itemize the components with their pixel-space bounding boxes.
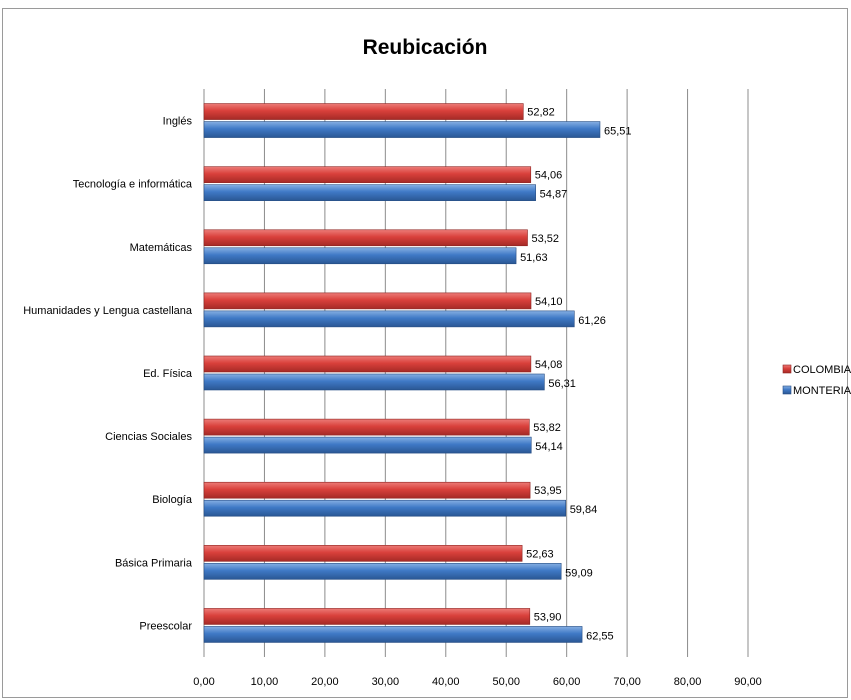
bar-monteria	[203, 310, 575, 328]
data-label: 53,90	[534, 611, 562, 623]
legend-label: COLOMBIA	[793, 364, 851, 376]
bar-colombia	[203, 545, 523, 562]
data-label: 59,09	[565, 567, 593, 579]
bar-colombia	[203, 355, 532, 373]
data-label: 59,84	[570, 504, 598, 516]
bar-monteria	[203, 373, 545, 391]
category-label: Matemáticas	[130, 242, 193, 254]
category-label: Preescolar	[139, 620, 192, 632]
x-tick-label: 10,00	[251, 676, 279, 688]
x-tick-label: 70,00	[613, 676, 641, 688]
data-label: 54,14	[535, 441, 563, 453]
category-label: Tecnología e informática	[73, 179, 193, 191]
bar-colombia	[203, 103, 524, 120]
data-label: 52,82	[527, 107, 555, 119]
x-tick-label: 90,00	[734, 676, 762, 688]
data-label: 56,31	[548, 378, 576, 390]
x-tick-label: 0,00	[193, 676, 214, 688]
data-label: 53,82	[533, 422, 561, 434]
category-label: Humanidades y Lengua castellana	[23, 305, 193, 317]
bar-monteria	[203, 436, 532, 454]
bar-colombia	[203, 608, 531, 625]
bar-colombia	[203, 481, 531, 499]
x-tick-label: 60,00	[553, 676, 581, 688]
x-tick-label: 30,00	[372, 676, 400, 688]
data-label: 52,63	[526, 548, 554, 560]
x-tick-label: 40,00	[432, 676, 460, 688]
bar-colombia	[203, 229, 528, 247]
legend-label: MONTERIA	[793, 385, 851, 397]
bar-monteria	[203, 563, 562, 580]
bar-monteria	[203, 121, 601, 138]
data-label: 53,95	[534, 485, 562, 497]
data-label: 62,55	[586, 630, 614, 642]
x-tick-label: 50,00	[492, 676, 520, 688]
bar-colombia	[203, 166, 532, 183]
category-label: Biología	[152, 494, 193, 506]
x-tick-label: 80,00	[674, 676, 702, 688]
bar-monteria	[203, 499, 566, 517]
x-tick-label: 20,00	[311, 676, 339, 688]
bar-monteria	[203, 184, 536, 201]
data-label: 65,51	[604, 126, 632, 138]
bar-colombia	[203, 292, 532, 310]
bar-monteria	[203, 626, 583, 643]
data-label: 53,52	[531, 233, 559, 245]
category-label: Ciencias Sociales	[105, 431, 192, 443]
data-label: 54,06	[535, 170, 563, 182]
category-label: Ed. Física	[143, 368, 193, 380]
legend-swatch-monteria	[782, 385, 792, 395]
legend-swatch-colombia	[782, 364, 792, 374]
category-label: Básica Primaria	[115, 557, 193, 569]
data-label: 51,63	[520, 252, 548, 264]
bar-monteria	[203, 247, 517, 265]
bar-colombia	[203, 418, 530, 436]
data-label: 61,26	[578, 315, 606, 327]
category-label: Inglés	[163, 116, 193, 128]
data-label: 54,87	[540, 189, 568, 201]
data-label: 54,10	[535, 296, 563, 308]
data-label: 54,08	[535, 359, 563, 371]
chart-title: Reubicación	[363, 36, 488, 59]
